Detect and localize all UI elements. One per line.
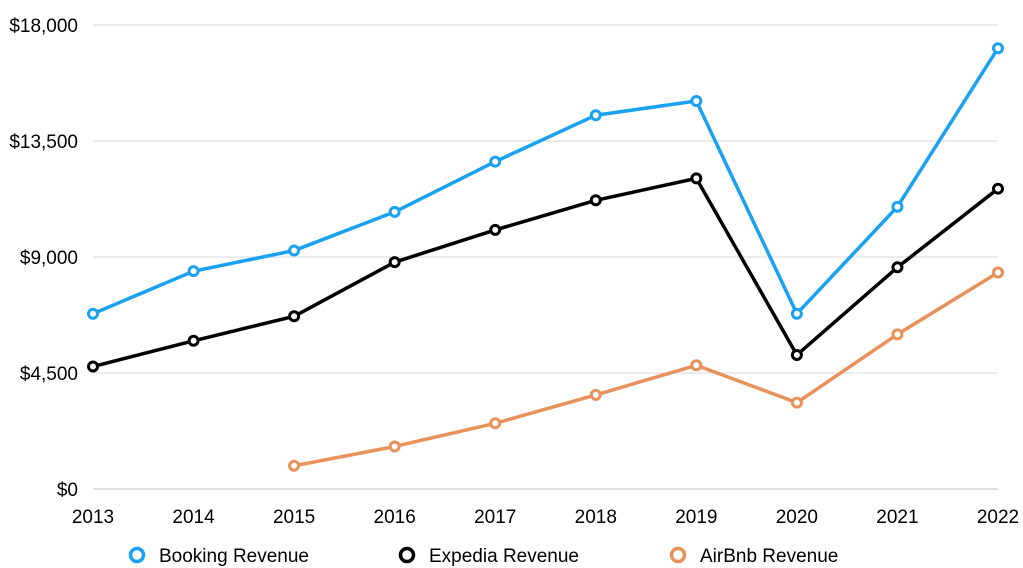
data-point bbox=[992, 42, 1004, 55]
data-point bbox=[489, 417, 502, 430]
x-tick-label: 2016 bbox=[374, 507, 416, 528]
y-tick-label: $9,000 bbox=[20, 248, 78, 269]
data-point bbox=[690, 95, 703, 108]
data-point bbox=[87, 307, 99, 320]
legend-marker bbox=[669, 546, 687, 564]
data-point bbox=[187, 265, 200, 278]
y-tick-label: $18,000 bbox=[9, 16, 78, 37]
x-tick-label: 2021 bbox=[876, 507, 918, 528]
legend-marker bbox=[398, 546, 416, 564]
data-point bbox=[288, 459, 301, 472]
data-point bbox=[992, 182, 1004, 195]
x-tick-label: 2018 bbox=[575, 507, 617, 528]
x-tick-label: 2017 bbox=[474, 507, 516, 528]
legend-label: Booking Revenue bbox=[159, 546, 309, 567]
legend-marker bbox=[128, 546, 146, 564]
legend-label: Expedia Revenue bbox=[429, 546, 579, 567]
data-point bbox=[690, 359, 703, 372]
series-group bbox=[87, 42, 1004, 472]
data-point bbox=[891, 328, 904, 341]
data-point bbox=[891, 261, 904, 274]
x-tick-label: 2015 bbox=[273, 507, 315, 528]
x-tick-label: 2020 bbox=[776, 507, 818, 528]
data-point bbox=[891, 200, 904, 213]
series-line bbox=[91, 46, 1000, 316]
x-tick-label: 2014 bbox=[172, 507, 215, 528]
series-3 bbox=[288, 266, 1004, 472]
grid-lines bbox=[93, 24, 998, 374]
data-point bbox=[489, 223, 502, 236]
legend-item: Booking Revenue bbox=[128, 546, 309, 567]
legend-item: Expedia Revenue bbox=[398, 546, 579, 567]
series-line bbox=[292, 270, 1000, 468]
data-point bbox=[589, 109, 602, 122]
legend: Booking Revenue Expedia Revenue AirBnb Rev… bbox=[128, 546, 838, 567]
series-2 bbox=[87, 172, 1004, 373]
data-point bbox=[992, 266, 1004, 279]
data-point bbox=[690, 172, 703, 185]
data-point bbox=[288, 244, 301, 257]
data-point bbox=[790, 348, 803, 361]
data-point bbox=[388, 256, 401, 269]
data-point bbox=[388, 205, 401, 218]
data-point bbox=[388, 440, 401, 453]
data-point bbox=[589, 194, 602, 207]
data-point bbox=[87, 360, 99, 373]
legend-item: AirBnb Revenue bbox=[669, 546, 838, 567]
data-point bbox=[589, 388, 602, 401]
series-line bbox=[91, 176, 1000, 369]
x-tick-label: 2022 bbox=[977, 507, 1019, 528]
data-point bbox=[790, 307, 803, 320]
y-tick-label: $4,500 bbox=[20, 364, 78, 385]
y-tick-label: $13,500 bbox=[9, 132, 78, 153]
x-tick-label: 2013 bbox=[72, 507, 114, 528]
y-tick-label: $0 bbox=[57, 480, 78, 501]
data-point bbox=[187, 334, 200, 347]
x-tick-label: 2019 bbox=[675, 507, 717, 528]
legend-label: AirBnb Revenue bbox=[700, 546, 838, 567]
axes: $0 $4,500 $9,000 $13,500 $18,000 2013 2014 2015… bbox=[9, 16, 1019, 528]
data-point bbox=[790, 396, 803, 409]
data-point bbox=[288, 310, 301, 323]
series-1 bbox=[87, 42, 1004, 320]
data-point bbox=[489, 155, 502, 168]
